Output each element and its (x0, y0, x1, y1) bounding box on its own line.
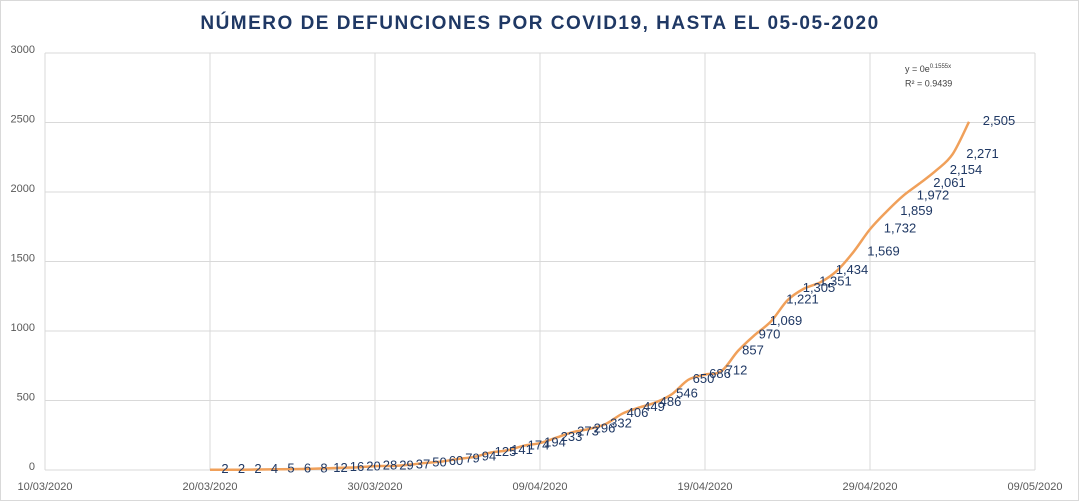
data-label: 2,271 (966, 146, 999, 161)
data-label: 296 (594, 420, 616, 435)
data-line (210, 121, 971, 471)
data-label: 686 (709, 366, 731, 381)
data-label: 8 (320, 460, 327, 475)
data-label: 2,505 (983, 113, 1016, 128)
data-label: 2,154 (950, 162, 983, 177)
data-label: 20 (366, 459, 380, 474)
y-tick-label: 0 (29, 461, 35, 473)
data-label: 29 (399, 457, 413, 472)
data-label: 546 (676, 386, 698, 401)
data-label: 94 (482, 448, 496, 463)
y-tick-label: 2500 (11, 113, 35, 125)
data-label: 60 (449, 453, 463, 468)
data-label: 1,221 (786, 292, 819, 307)
data-label: 1,569 (867, 243, 900, 258)
data-label: 2 (221, 461, 228, 476)
y-tick-label: 500 (17, 391, 35, 403)
equation-exponent: 0.1555x (930, 64, 951, 70)
chart-title: NÚMERO DE DEFUNCIONES POR COVID19, HASTA… (200, 12, 879, 34)
data-label: 2 (254, 461, 261, 476)
data-label: 174 (528, 437, 550, 452)
equation: y = 0e (905, 64, 930, 74)
data-label: 1,972 (917, 187, 950, 202)
data-label: 486 (660, 394, 682, 409)
data-label: 233 (561, 429, 583, 444)
x-tick-label: 09/05/2020 (1007, 481, 1062, 493)
data-label: 125 (495, 444, 517, 459)
data-label: 4 (271, 461, 278, 476)
data-label: 857 (742, 342, 764, 357)
data-label: 712 (726, 362, 748, 377)
data-label: 79 (465, 450, 479, 465)
r-squared: R² = 0.9439 (905, 78, 952, 88)
data-label: 2 (238, 461, 245, 476)
data-label: 1,351 (819, 274, 852, 289)
data-label: 1,069 (770, 313, 803, 328)
data-label: 449 (643, 399, 665, 414)
x-tick-label: 29/04/2020 (842, 481, 897, 493)
data-label: 1,859 (900, 203, 933, 218)
data-label: 970 (759, 327, 781, 342)
data-label: 650 (693, 371, 715, 386)
data-label: 194 (544, 434, 566, 449)
data-label: 16 (350, 459, 364, 474)
x-tick-label: 10/03/2020 (17, 481, 72, 493)
data-label: 28 (383, 458, 397, 473)
data-label: 2,061 (933, 175, 966, 190)
y-tick-label: 1500 (11, 252, 35, 264)
x-tick-label: 09/04/2020 (512, 481, 567, 493)
data-label: 332 (610, 415, 632, 430)
y-tick-label: 1000 (11, 322, 35, 334)
x-tick-label: 30/03/2020 (347, 481, 402, 493)
data-label: 12 (333, 460, 347, 475)
data-label: 141 (511, 442, 533, 457)
y-tick-label: 2000 (11, 183, 35, 195)
data-label: 1,732 (884, 221, 917, 236)
y-tick-label: 3000 (11, 44, 35, 56)
data-label: 406 (627, 405, 649, 420)
data-label: 273 (577, 423, 599, 438)
data-label: 6 (304, 461, 311, 476)
trend-equation: y = 0e0.1555x (905, 64, 951, 75)
x-tick-label: 20/03/2020 (182, 481, 237, 493)
x-tick-label: 19/04/2020 (677, 481, 732, 493)
data-label: 1,434 (836, 262, 869, 277)
data-label: 50 (432, 454, 446, 469)
data-label: 37 (416, 456, 430, 471)
data-label: 1,305 (803, 280, 836, 295)
data-label: 5 (287, 461, 294, 476)
